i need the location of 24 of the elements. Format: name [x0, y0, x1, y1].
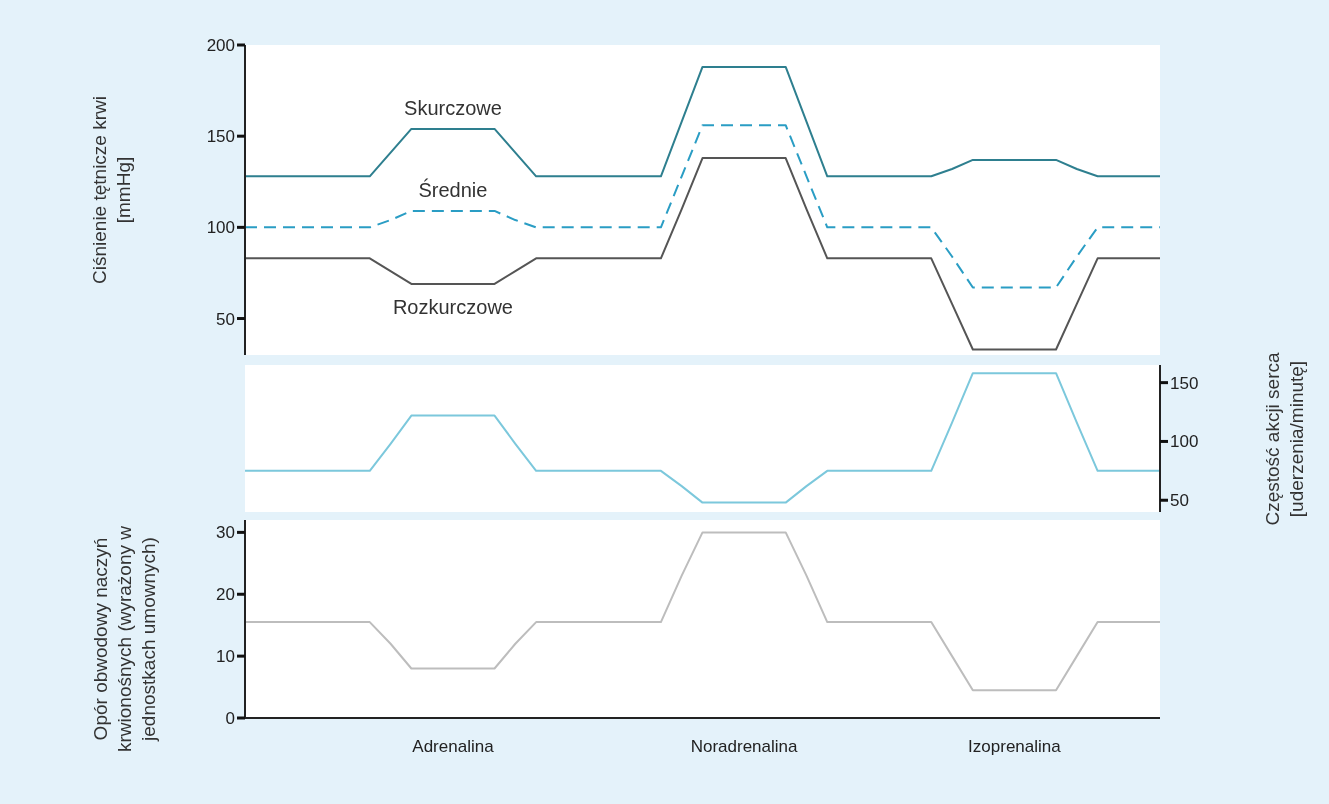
x-tick-label: Izoprenalina [968, 737, 1062, 757]
y-tick-label: 100 [1170, 432, 1199, 452]
y-tick-label: 10 [216, 647, 235, 667]
y-axis-title: Opór obwodowy naczyń krwionośnych (wyrażony w jednostkach umownych) [89, 525, 160, 754]
y-tick-label: 30 [216, 523, 235, 543]
y-tick-label: 20 [216, 585, 235, 605]
y-tick-label: 150 [206, 127, 235, 147]
line-series [244, 124, 1161, 289]
line-series [244, 531, 1161, 692]
x-tick-label: Adrenalina [412, 737, 495, 757]
series-label: Skurczowe [404, 96, 502, 119]
y-axis-title: Ciśnienie tętnicze krwi [mmHg] [88, 95, 135, 286]
line-series [244, 65, 1161, 178]
line-series [244, 157, 1161, 351]
y-tick-label: 100 [206, 218, 235, 238]
x-tick-label: Noradrenalina [690, 737, 799, 757]
y-tick-label: 150 [1170, 373, 1199, 393]
y-tick-label: 0 [225, 709, 235, 729]
series-label: Średnie [418, 177, 488, 201]
y-tick-label: 50 [1170, 491, 1189, 511]
y-tick-label: 200 [206, 36, 235, 56]
y-axis-title: Częstość akcji serca [uderzenia/minutę] [1261, 350, 1308, 528]
y-tick-label: 50 [216, 309, 235, 329]
series-label: Rozkurczowe [392, 295, 513, 318]
